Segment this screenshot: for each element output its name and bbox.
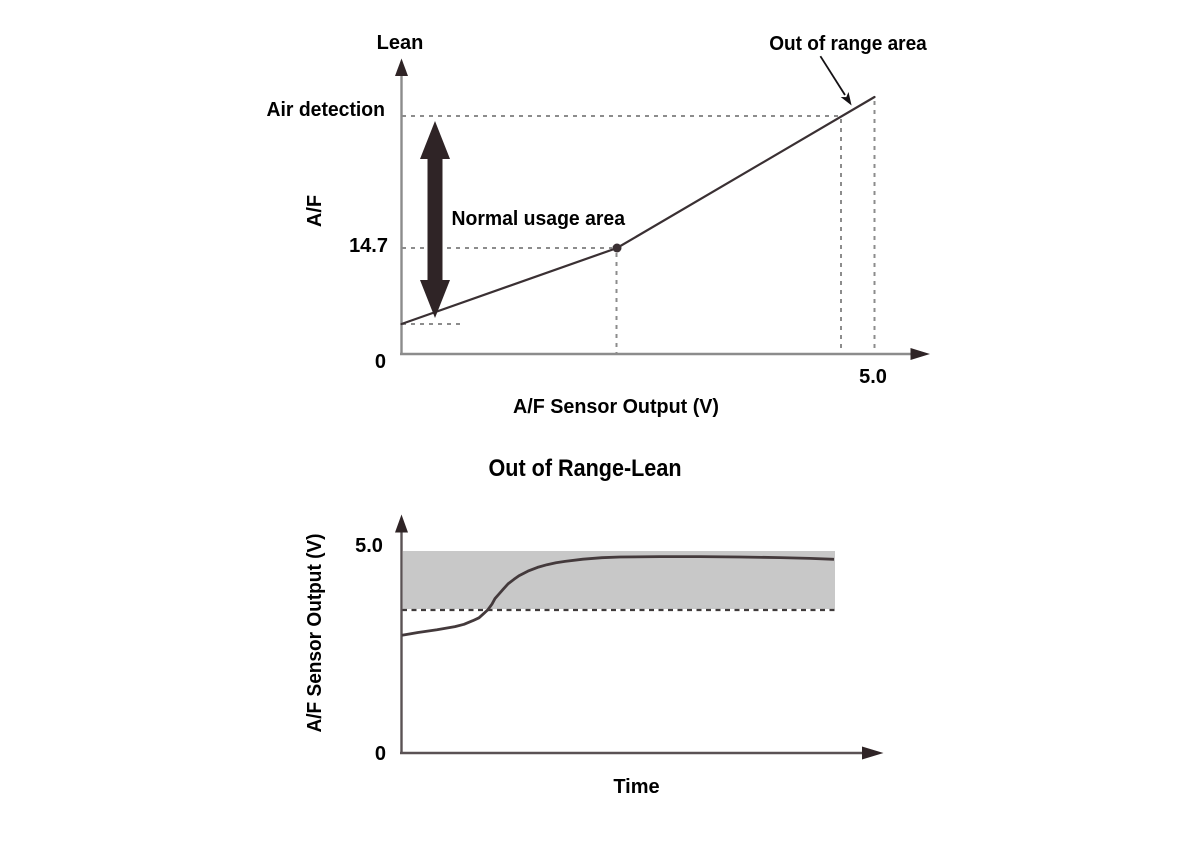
svg-text:Out of Range-Lean: Out of Range-Lean	[489, 455, 682, 482]
svg-text:A/F: A/F	[304, 195, 326, 227]
svg-text:14.7: 14.7	[349, 235, 388, 257]
svg-text:5.0: 5.0	[355, 535, 383, 557]
svg-text:Air detection: Air detection	[267, 99, 386, 121]
svg-text:A/F Sensor Output (V): A/F Sensor Output (V)	[513, 396, 719, 418]
svg-text:0: 0	[375, 743, 386, 765]
svg-text:Normal usage area: Normal usage area	[452, 208, 626, 230]
svg-text:5.0: 5.0	[859, 366, 887, 388]
svg-text:Time: Time	[613, 776, 659, 798]
svg-text:Out of range area: Out of range area	[769, 33, 927, 55]
svg-text:A/F Sensor Output (V): A/F Sensor Output (V)	[304, 534, 326, 733]
svg-text:0: 0	[375, 351, 386, 373]
svg-text:Lean: Lean	[377, 32, 424, 54]
